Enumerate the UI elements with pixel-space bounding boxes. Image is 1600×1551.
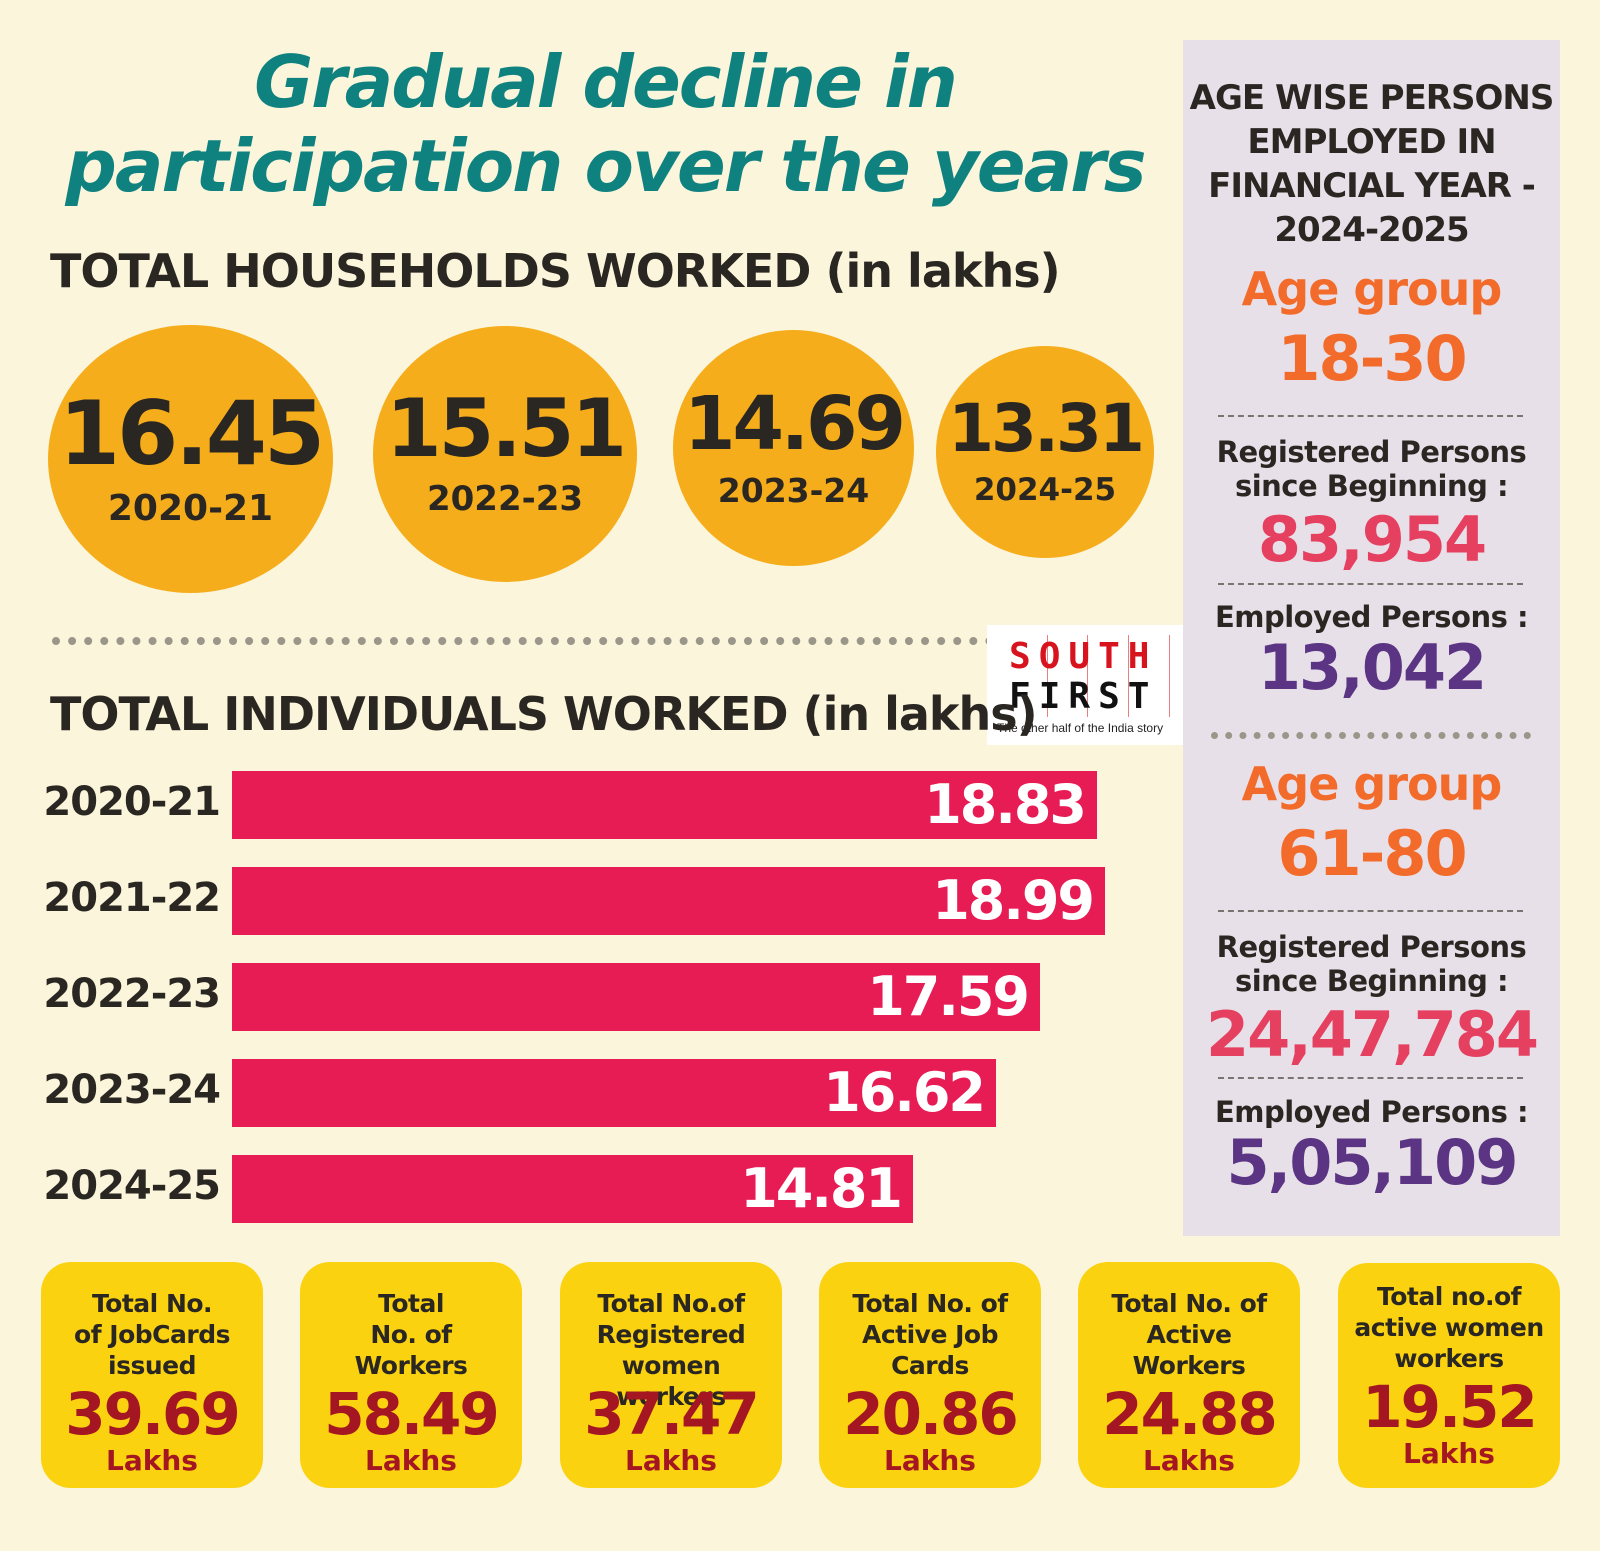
card-value: 24.88	[1102, 1380, 1277, 1448]
bar-category-label: 2021-22	[43, 875, 221, 921]
card-label: Total No.of Registered women workers	[596, 1289, 746, 1411]
card-label: Total No. of Active Workers	[1111, 1289, 1267, 1380]
employed-value: 5,05,109	[1226, 1126, 1519, 1199]
employed-value: 13,042	[1257, 631, 1487, 704]
household-circle-2020-21: 16.45 2020-21	[48, 325, 333, 593]
section-divider	[52, 637, 994, 645]
registered-label: Registered Persons since Beginning :	[1216, 930, 1527, 998]
card-unit: Lakhs	[365, 1444, 457, 1477]
employed-label: Employed Persons :	[1214, 1095, 1529, 1129]
card-label: Total No. of Active Job Cards	[852, 1289, 1008, 1380]
household-circle-2023-24: 14.69 2023-24	[673, 330, 914, 566]
age-group-value: 18-30	[1277, 322, 1467, 395]
registered-value: 83,954	[1257, 503, 1487, 576]
household-value: 15.51	[385, 382, 627, 475]
bar-value-label: 17.59	[867, 965, 1030, 1028]
individuals-heading: TOTAL INDIVIDUALS WORKED (in lakhs)	[50, 687, 1038, 741]
bar-category-label: 2022-23	[43, 971, 221, 1017]
age-wise-sidebar: AGE WISE PERSONS EMPLOYED IN FINANCIAL Y…	[1183, 40, 1560, 1236]
household-value: 14.69	[683, 380, 906, 467]
card-value: 58.49	[324, 1380, 499, 1448]
infographic-title: Gradual decline in participation over th…	[40, 40, 1170, 208]
card-active-women: Total no.of active women workers 19.52 Lak…	[1338, 1263, 1560, 1488]
employed-label: Employed Persons :	[1214, 600, 1529, 634]
age-group-label: Age group	[1241, 757, 1503, 811]
dashed-divider	[1218, 583, 1523, 585]
household-year: 2020-21	[107, 487, 274, 529]
registered-value: 24,47,784	[1205, 998, 1539, 1071]
card-unit: Lakhs	[1143, 1444, 1235, 1477]
household-value: 16.45	[58, 381, 325, 485]
group-divider	[1211, 732, 1531, 739]
card-active-jobcards: Total No. of Active Job Cards 20.86 Lakhs	[819, 1262, 1041, 1488]
bar-category-label: 2023-24	[43, 1067, 221, 1113]
household-year: 2022-23	[426, 479, 584, 519]
dashed-divider	[1218, 415, 1523, 417]
card-unit: Lakhs	[884, 1444, 976, 1477]
title-line-2: participation over the years	[65, 124, 1146, 208]
dashed-divider	[1218, 910, 1523, 912]
bar-2020-21	[232, 771, 1097, 839]
registered-label: Registered Persons since Beginning :	[1216, 435, 1527, 503]
card-active-workers: Total No. of Active Workers 24.88 Lakhs	[1078, 1262, 1300, 1488]
card-label: Total No. of JobCards issued	[74, 1289, 230, 1380]
bar-value-label: 18.99	[932, 869, 1095, 932]
card-value: 19.52	[1362, 1373, 1537, 1441]
household-circle-2022-23: 15.51 2022-23	[373, 326, 637, 582]
bar-category-label: 2020-21	[43, 779, 221, 825]
bar-2023-24	[232, 1059, 996, 1127]
card-value: 20.86	[843, 1380, 1018, 1448]
bar-value-label: 16.62	[823, 1061, 986, 1124]
card-registered-women: Total No.of Registered women workers 37.47…	[560, 1262, 782, 1488]
card-unit: Lakhs	[625, 1444, 717, 1477]
household-value: 13.31	[948, 390, 1145, 467]
card-total-workers: Total No. of Workers 58.49 Lakhs	[300, 1262, 522, 1488]
card-unit: Lakhs	[106, 1444, 198, 1477]
bar-value-label: 18.83	[924, 773, 1087, 836]
bar-category-label: 2024-25	[43, 1163, 221, 1209]
household-year: 2023-24	[717, 470, 870, 510]
bar-2021-22	[232, 867, 1105, 935]
bar-value-label: 14.81	[740, 1157, 903, 1220]
card-value: 37.47	[584, 1380, 759, 1448]
household-circle-2024-25: 13.31 2024-25	[936, 346, 1154, 558]
household-year: 2024-25	[973, 472, 1117, 508]
age-group-label: Age group	[1241, 262, 1503, 316]
card-value: 39.69	[65, 1380, 240, 1448]
bar-2022-23	[232, 963, 1040, 1031]
age-group-value: 61-80	[1277, 817, 1467, 890]
bar-2024-25	[232, 1155, 913, 1223]
card-unit: Lakhs	[1403, 1437, 1495, 1470]
card-label: Total No. of Workers	[354, 1289, 468, 1380]
households-heading: TOTAL HOUSEHOLDS WORKED (in lakhs)	[50, 244, 1061, 298]
logo-tagline: The other half of the India story	[997, 721, 1164, 735]
card-jobcards-issued: Total No. of JobCards issued 39.69 Lakhs	[41, 1262, 263, 1488]
card-label: Total no.of active women workers	[1354, 1282, 1544, 1373]
sidebar-title: AGE WISE PERSONS EMPLOYED IN FINANCIAL Y…	[1189, 78, 1555, 250]
dashed-divider	[1218, 1077, 1523, 1079]
title-line-1: Gradual decline in	[254, 40, 958, 124]
